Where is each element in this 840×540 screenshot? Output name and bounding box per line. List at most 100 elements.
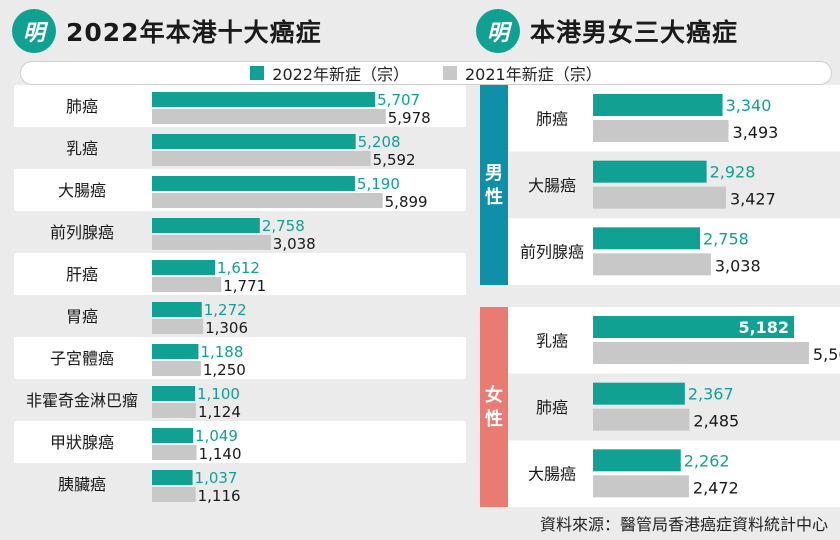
value-label-2022: 5,208 [358,133,401,151]
group-label-char: 性 [485,186,503,208]
bar-2021 [593,408,690,431]
group-label-char: 性 [485,408,503,430]
bar-2021 [152,361,201,376]
bar-2021 [152,319,204,334]
value-label-2021: 1,306 [205,319,248,337]
category-label: 前列腺癌 [50,223,114,242]
gender-top-three-chart: 男性肺癌3,3403,493大腸癌2,9283,427前列腺癌2,7583,03… [480,85,840,507]
category-label: 大腸癌 [58,181,106,200]
legend-item-2022: 2022年新症（宗） [250,61,409,85]
bar-2021 [593,475,689,498]
legend-swatch-2022 [250,66,265,80]
female-band [480,307,508,507]
bar-2022 [152,386,196,401]
source-note: 資料來源：醫管局香港癌症資料統計中心 [539,515,828,534]
category-label: 乳癌 [66,139,98,158]
bar-2022 [593,449,681,472]
value-label-2022: 2,758 [703,229,749,248]
value-label-2022: 1,612 [217,259,260,277]
category-label: 子宮體癌 [50,349,114,368]
legend-item-2021: 2021年新症（宗） [443,61,602,85]
left-title-block: 明 2022年本港十大癌症 [12,8,322,54]
bar-2022 [152,302,202,317]
value-label-2021: 3,493 [733,123,779,142]
bar-2022 [152,92,376,107]
value-label-2022: 1,100 [197,385,240,403]
bar-2022 [152,344,199,359]
right-title-block: 明 本港男女三大癌症 [476,8,738,54]
category-label: 大腸癌 [528,465,576,484]
category-label: 肺癌 [66,97,98,116]
group-label-char: 女 [485,384,503,406]
value-label-2021: 3,038 [273,235,316,253]
bar-2022 [152,428,194,443]
legend-label-2022: 2022年新症（宗） [272,65,409,84]
value-label-2022: 2,367 [688,385,734,404]
value-label-2021: 1,116 [198,487,241,505]
bar-2022 [593,227,701,250]
bar-2022 [152,218,260,233]
value-label-2022: 2,928 [710,163,756,182]
row-background [14,253,466,295]
value-label-2021: 2,485 [693,412,739,431]
value-label-2022: 5,182 [738,318,789,337]
bar-2022 [152,134,356,149]
bar-2021 [152,151,371,166]
value-label-2021: 3,427 [730,190,776,209]
group-label-char: 男 [485,163,503,184]
value-label-2022: 2,758 [262,217,305,235]
bar-2021 [593,120,729,142]
value-label-2022: 1,272 [204,301,247,319]
value-label-2021: 1,250 [203,361,246,379]
row-background [14,295,466,337]
category-label: 胰臟癌 [58,475,106,494]
value-label-2022: 2,262 [684,451,730,470]
value-label-2021: 1,140 [199,445,242,463]
value-label-2021: 5,899 [385,193,428,211]
value-label-2021: 2,472 [693,478,739,497]
bar-2021 [152,445,197,460]
category-label: 乳癌 [536,331,568,350]
bar-2021 [152,109,386,124]
left-chart-title: 2022年本港十大癌症 [66,18,322,47]
legend: 2022年新症（宗） 2021年新症（宗） [20,61,832,85]
bar-2022 [593,316,795,338]
row-background [14,379,466,421]
ming-pao-logo: 明 [12,9,56,53]
category-label: 肝癌 [66,265,98,284]
category-label: 非霍奇金淋巴瘤 [26,391,138,410]
ming-pao-logo: 明 [476,9,520,53]
bar-2021 [152,277,222,292]
row-background [14,337,466,379]
value-label-2021: 5,978 [388,109,431,127]
row-background [14,421,466,463]
legend-swatch-2021 [443,66,457,80]
bar-2022 [152,470,193,485]
value-label-2021: 5,565 [813,345,840,364]
value-label-2022: 1,037 [195,469,238,487]
bar-2021 [593,342,809,364]
bar-2022 [593,94,723,116]
category-label: 肺癌 [536,109,568,128]
value-label-2022: 5,707 [377,91,420,109]
value-label-2021: 1,771 [223,277,266,295]
bar-2021 [593,186,726,209]
bar-2022 [593,160,707,183]
value-label-2021: 1,124 [198,403,241,421]
male-band [480,85,508,285]
bar-2021 [152,403,196,418]
bar-2021 [152,193,383,208]
category-label: 大腸癌 [528,176,576,195]
bar-2022 [152,260,216,275]
value-label-2021: 3,038 [715,256,761,275]
bar-2022 [593,382,685,405]
value-label-2021: 5,592 [373,151,416,169]
category-label: 胃癌 [66,307,98,326]
category-label: 前列腺癌 [520,243,584,262]
category-label: 肺癌 [536,398,568,417]
value-label-2022: 5,190 [357,175,400,193]
value-label-2022: 3,340 [726,96,772,115]
value-label-2022: 1,188 [200,343,243,361]
row-background [14,463,466,505]
